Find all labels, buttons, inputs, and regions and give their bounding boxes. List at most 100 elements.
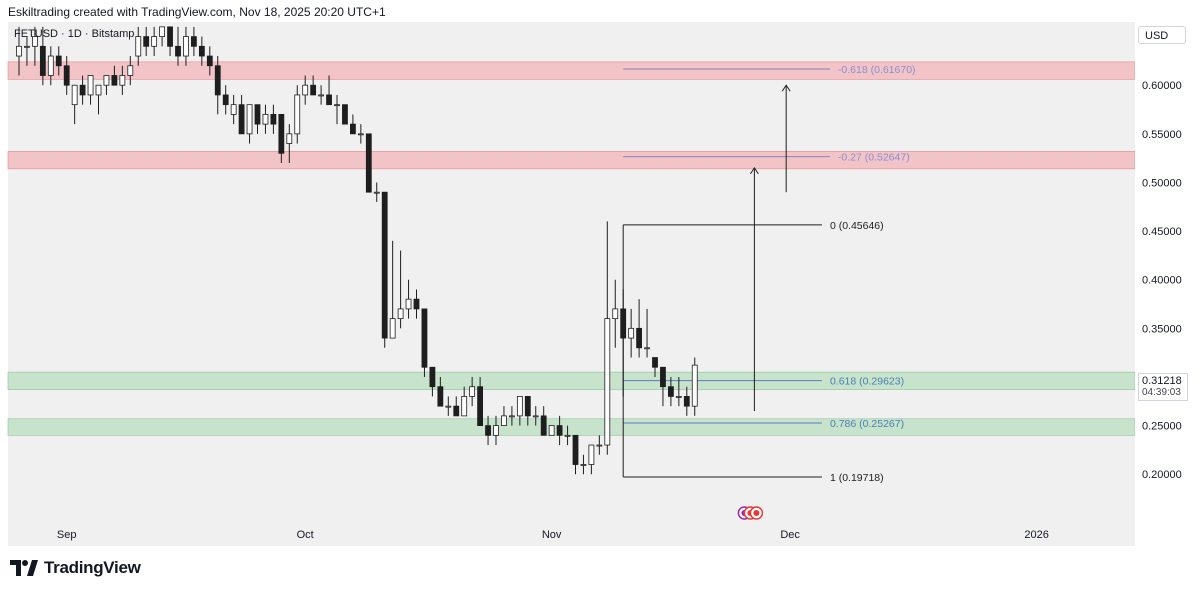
candle-body bbox=[127, 65, 134, 76]
candle bbox=[477, 376, 484, 427]
candle bbox=[342, 104, 348, 125]
candle bbox=[183, 26, 189, 66]
candle bbox=[405, 279, 412, 319]
candle bbox=[47, 46, 54, 86]
support-zone-3 bbox=[7, 418, 1136, 436]
candle bbox=[39, 26, 46, 86]
candle-body bbox=[540, 415, 547, 436]
x-tick-label: Oct bbox=[297, 529, 314, 541]
arrow-head bbox=[781, 84, 791, 92]
candle-body bbox=[660, 366, 666, 388]
y-tick-label: 0.55000 bbox=[1142, 129, 1182, 141]
candle bbox=[16, 26, 22, 76]
candle bbox=[95, 84, 102, 115]
last-price-label: 0.31218 04:39:03 bbox=[1138, 373, 1188, 401]
candle-body bbox=[556, 425, 563, 436]
candle bbox=[668, 376, 674, 407]
candle bbox=[246, 104, 253, 144]
candle-body bbox=[55, 55, 62, 67]
candle bbox=[357, 124, 364, 144]
candle-body bbox=[278, 113, 285, 154]
candle-body bbox=[652, 357, 658, 368]
candle bbox=[302, 75, 309, 105]
candle-body bbox=[206, 55, 213, 67]
candle bbox=[429, 366, 436, 397]
candle-body bbox=[79, 84, 86, 96]
candle-body bbox=[222, 94, 229, 106]
candle-body bbox=[167, 26, 173, 47]
candle-body bbox=[32, 36, 38, 47]
candle-body bbox=[437, 386, 444, 407]
candle bbox=[675, 376, 682, 407]
support-zone-2 bbox=[7, 371, 1136, 390]
candle bbox=[310, 75, 317, 96]
candle bbox=[55, 46, 62, 76]
candle bbox=[103, 75, 110, 95]
x-tick-label: Sep bbox=[57, 529, 77, 541]
y-tick-label: 0.60000 bbox=[1142, 80, 1182, 92]
fib-level-label: 0 (0.45646) bbox=[830, 220, 884, 232]
chart-area[interactable] bbox=[8, 22, 1194, 546]
candle bbox=[493, 415, 499, 446]
candle-body bbox=[596, 444, 603, 447]
candle bbox=[508, 406, 515, 426]
candle bbox=[326, 75, 332, 106]
candle bbox=[127, 56, 134, 86]
candle bbox=[556, 415, 563, 446]
candle-body bbox=[668, 386, 674, 397]
candle-body bbox=[477, 386, 484, 427]
candle-body bbox=[47, 55, 54, 76]
tradingview-logo[interactable]: TradingView bbox=[10, 558, 141, 578]
candle-body bbox=[342, 104, 348, 125]
candle bbox=[596, 435, 603, 455]
candle-body bbox=[644, 347, 650, 350]
candle bbox=[381, 191, 388, 348]
candle-body bbox=[397, 308, 404, 320]
candle bbox=[365, 133, 372, 193]
candle-body bbox=[588, 444, 595, 465]
candle-body bbox=[16, 45, 22, 57]
candle-body bbox=[580, 464, 587, 466]
candle bbox=[644, 308, 650, 358]
candle-body bbox=[135, 36, 142, 57]
target-arrow bbox=[781, 84, 791, 193]
candle-body bbox=[572, 434, 579, 465]
candle-body bbox=[421, 308, 428, 368]
candle-body bbox=[413, 298, 420, 310]
candle-body bbox=[493, 425, 499, 436]
x-tick-label: Nov bbox=[542, 529, 562, 541]
candle bbox=[349, 114, 356, 135]
candle-body bbox=[683, 396, 690, 407]
y-tick-label: 0.50000 bbox=[1142, 177, 1182, 189]
symbol-label[interactable]: FETUSD · 1D · Bitstamp bbox=[14, 28, 135, 40]
candle bbox=[318, 85, 325, 105]
candle bbox=[167, 26, 173, 57]
candle-body bbox=[381, 191, 388, 339]
candle bbox=[397, 250, 404, 329]
candle-body bbox=[334, 104, 340, 107]
candle-body bbox=[230, 104, 237, 115]
price-scale bbox=[1135, 22, 1194, 546]
candle-body bbox=[675, 396, 682, 398]
resistance-zone-0 bbox=[7, 61, 1136, 80]
candle bbox=[254, 104, 261, 134]
candle bbox=[151, 26, 158, 57]
candle bbox=[469, 376, 476, 407]
candle-body bbox=[175, 45, 181, 57]
candle bbox=[636, 299, 642, 358]
y-tick-label: 0.45000 bbox=[1142, 226, 1182, 238]
candle bbox=[214, 56, 221, 115]
candle-body bbox=[548, 425, 555, 436]
candle-body bbox=[111, 75, 118, 86]
candle-body bbox=[302, 84, 309, 96]
candle-body bbox=[71, 84, 78, 106]
candle-body bbox=[501, 415, 507, 427]
candle bbox=[159, 26, 166, 47]
candle-body bbox=[119, 75, 126, 86]
currency-selector[interactable]: USD bbox=[1138, 26, 1186, 44]
candle-body bbox=[143, 36, 150, 47]
candle bbox=[564, 425, 571, 446]
x-tick-label: 2026 bbox=[1024, 529, 1048, 541]
candle bbox=[660, 366, 666, 407]
